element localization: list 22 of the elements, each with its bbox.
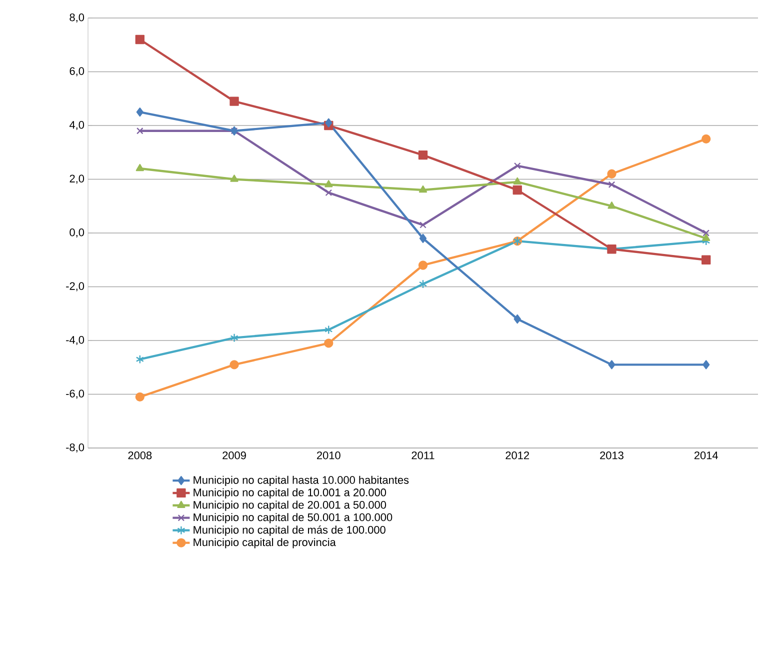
y-tick-label: -6,0 xyxy=(66,390,84,399)
legend-label: Municipio no capital hasta 10.000 habitantes xyxy=(194,476,409,486)
y-tick-label: -2,0 xyxy=(66,282,84,292)
x-tick-label: 2009 xyxy=(222,452,246,460)
legend-label: Municipio no capital de 20.001 a 50.000 xyxy=(194,500,386,511)
legend-label: Municipio capital de provincia xyxy=(194,538,336,548)
x-tick-label: 2008 xyxy=(128,452,152,460)
y-tick-label: -8,0 xyxy=(66,443,84,453)
y-tick-label: -4,0 xyxy=(66,336,84,346)
x-tick-label: 2013 xyxy=(600,452,624,460)
y-tick-label: 8,0 xyxy=(70,13,84,23)
y-tick-label: 6,0 xyxy=(70,67,84,76)
x-tick-label: 2010 xyxy=(316,452,340,460)
x-tick-label: 2011 xyxy=(412,452,434,460)
y-tick-label: 2,0 xyxy=(70,174,84,184)
legend-label: Municipio no capital de 50.001 a 100.000 xyxy=(194,513,392,524)
x-tick-label: 2014 xyxy=(694,452,718,460)
y-tick-label: 0,0 xyxy=(70,228,84,238)
x-tick-label: 2012 xyxy=(506,452,530,460)
legend-label: Municipio no capital de más de 100.000 xyxy=(194,526,386,536)
y-tick-label: 4,0 xyxy=(69,120,84,130)
legend-label: Municipio no capital de 10.001 a 20.000 xyxy=(194,488,386,498)
